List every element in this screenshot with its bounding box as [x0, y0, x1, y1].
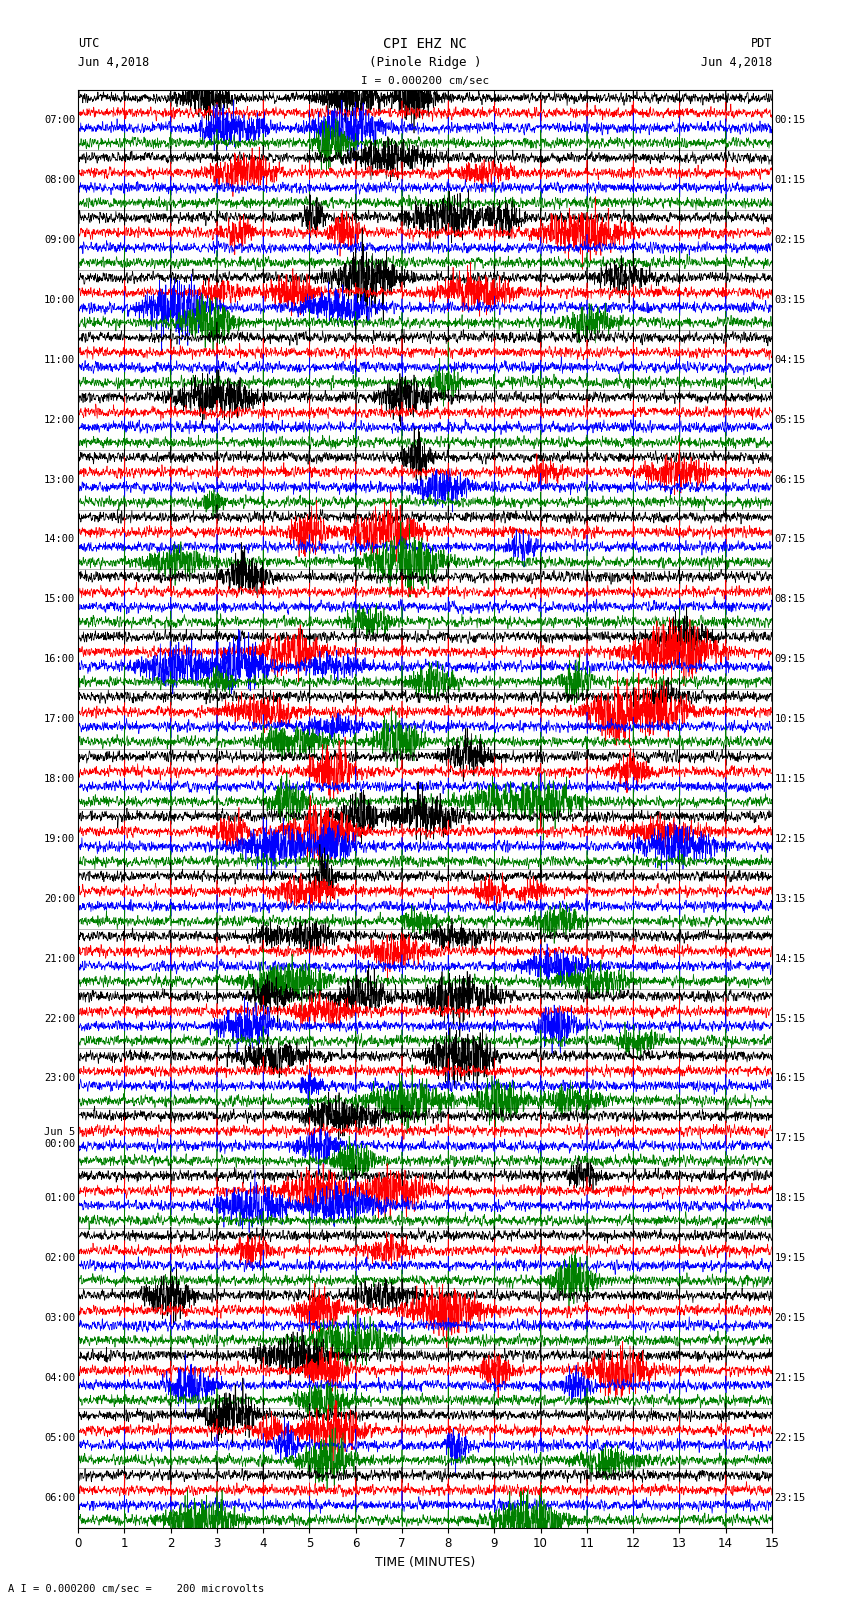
Text: 16:00: 16:00 [44, 655, 76, 665]
Text: 11:15: 11:15 [774, 774, 806, 784]
Text: 18:15: 18:15 [774, 1194, 806, 1203]
Text: 08:00: 08:00 [44, 176, 76, 185]
Text: 07:00: 07:00 [44, 115, 76, 126]
Text: 18:00: 18:00 [44, 774, 76, 784]
X-axis label: TIME (MINUTES): TIME (MINUTES) [375, 1557, 475, 1569]
Text: 06:00: 06:00 [44, 1492, 76, 1503]
Text: (Pinole Ridge ): (Pinole Ridge ) [369, 56, 481, 69]
Text: 12:15: 12:15 [774, 834, 806, 844]
Text: 16:15: 16:15 [774, 1073, 806, 1084]
Text: 00:15: 00:15 [774, 115, 806, 126]
Text: CPI EHZ NC: CPI EHZ NC [383, 37, 467, 52]
Text: 20:15: 20:15 [774, 1313, 806, 1323]
Text: 06:15: 06:15 [774, 474, 806, 484]
Text: 04:00: 04:00 [44, 1373, 76, 1382]
Text: 15:15: 15:15 [774, 1013, 806, 1024]
Text: 05:00: 05:00 [44, 1432, 76, 1442]
Text: UTC: UTC [78, 37, 99, 50]
Text: 13:15: 13:15 [774, 894, 806, 903]
Text: PDT: PDT [751, 37, 772, 50]
Text: 11:00: 11:00 [44, 355, 76, 365]
Text: 23:15: 23:15 [774, 1492, 806, 1503]
Text: 09:15: 09:15 [774, 655, 806, 665]
Text: 14:15: 14:15 [774, 953, 806, 963]
Text: 20:00: 20:00 [44, 894, 76, 903]
Text: 10:15: 10:15 [774, 715, 806, 724]
Text: 08:15: 08:15 [774, 594, 806, 605]
Text: 09:00: 09:00 [44, 235, 76, 245]
Text: 19:00: 19:00 [44, 834, 76, 844]
Text: 14:00: 14:00 [44, 534, 76, 545]
Text: 21:15: 21:15 [774, 1373, 806, 1382]
Text: Jun 4,2018: Jun 4,2018 [78, 56, 150, 69]
Text: I = 0.000200 cm/sec: I = 0.000200 cm/sec [361, 76, 489, 85]
Text: 17:00: 17:00 [44, 715, 76, 724]
Text: 03:00: 03:00 [44, 1313, 76, 1323]
Text: Jun 5
00:00: Jun 5 00:00 [44, 1127, 76, 1148]
Text: 21:00: 21:00 [44, 953, 76, 963]
Text: 01:00: 01:00 [44, 1194, 76, 1203]
Text: 22:15: 22:15 [774, 1432, 806, 1442]
Text: 10:00: 10:00 [44, 295, 76, 305]
Text: 03:15: 03:15 [774, 295, 806, 305]
Text: A I = 0.000200 cm/sec =    200 microvolts: A I = 0.000200 cm/sec = 200 microvolts [8, 1584, 264, 1594]
Text: 01:15: 01:15 [774, 176, 806, 185]
Text: 05:15: 05:15 [774, 415, 806, 424]
Text: 12:00: 12:00 [44, 415, 76, 424]
Text: 19:15: 19:15 [774, 1253, 806, 1263]
Text: 02:00: 02:00 [44, 1253, 76, 1263]
Text: 02:15: 02:15 [774, 235, 806, 245]
Text: 04:15: 04:15 [774, 355, 806, 365]
Text: Jun 4,2018: Jun 4,2018 [700, 56, 772, 69]
Text: 15:00: 15:00 [44, 594, 76, 605]
Text: 23:00: 23:00 [44, 1073, 76, 1084]
Text: 13:00: 13:00 [44, 474, 76, 484]
Text: 07:15: 07:15 [774, 534, 806, 545]
Text: 22:00: 22:00 [44, 1013, 76, 1024]
Text: 17:15: 17:15 [774, 1134, 806, 1144]
